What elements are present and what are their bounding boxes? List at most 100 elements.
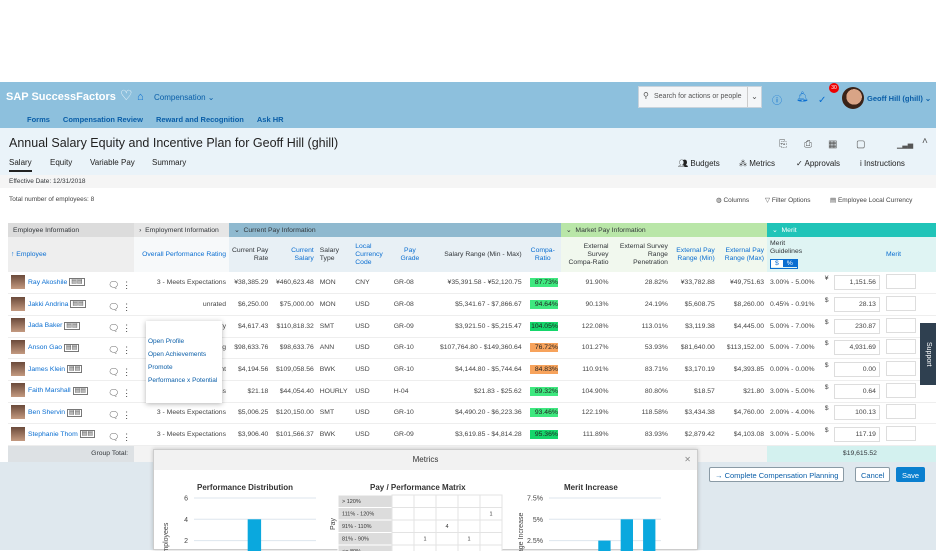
merit-amount-input[interactable]: 100.13	[833, 405, 880, 421]
approvals-check-icon[interactable]: ✓	[818, 95, 827, 106]
nav-ask-hr[interactable]: Ask HR	[256, 115, 284, 124]
instructions-button[interactable]: i Instructions	[860, 159, 905, 168]
employee-name-link[interactable]: Anson Gao	[28, 343, 63, 351]
rating-link[interactable]: 3 - Meets Expectations	[134, 423, 229, 446]
merit-extra-input[interactable]	[882, 380, 936, 403]
comment-icon[interactable]: 🗨︎	[108, 388, 120, 399]
group-employment-info[interactable]: › Employment Information	[134, 223, 229, 237]
id-card-icon[interactable]: ▤▤	[64, 322, 80, 331]
merit-amount-input[interactable]: 28.13	[833, 297, 880, 313]
id-card-icon[interactable]: ▤▤	[66, 408, 83, 417]
spreadsheet-icon[interactable]: ▦	[828, 139, 838, 150]
more-actions-icon[interactable]: ⋮	[122, 366, 132, 377]
merit-amount-input[interactable]: 0.64	[833, 383, 880, 399]
employee-name-link[interactable]: Ben Shervin	[28, 408, 66, 416]
tab-salary[interactable]: Salary	[9, 158, 32, 172]
employee-name-link[interactable]: James Klein	[28, 365, 66, 373]
merit-amount-input[interactable]: 4,931.69	[833, 340, 880, 356]
module-menu[interactable]: Compensation ⌄	[154, 93, 215, 102]
more-actions-icon[interactable]: ⋮	[122, 431, 132, 442]
user-menu[interactable]: Geoff Hill (ghill) ⌄	[867, 94, 932, 103]
comment-icon[interactable]: 🗨︎	[108, 279, 120, 290]
approvals-button[interactable]: ✓ Approvals	[796, 159, 841, 168]
employee-name-link[interactable]: Stephanie Thom	[28, 430, 78, 438]
home-icon[interactable]: ⌂	[137, 91, 144, 103]
more-actions-icon[interactable]: ⋮	[122, 388, 132, 399]
col-rating[interactable]: Overall Performance Rating	[134, 237, 229, 272]
help-icon[interactable]: ⓘ	[772, 96, 782, 107]
comment-icon[interactable]: 🗨︎	[108, 409, 120, 420]
rating-link[interactable]: unrated	[134, 293, 229, 316]
col-ext-max[interactable]: External Pay Range (Max)	[717, 237, 768, 272]
merit-amount-input[interactable]: 1,151.56	[833, 275, 880, 291]
merit-amount-input[interactable]: 0.00	[833, 362, 880, 378]
columns-button[interactable]: ◍ Columns	[716, 197, 750, 204]
col-currency[interactable]: Local Currency Code	[352, 237, 391, 272]
merit-amount-input[interactable]: 117.19	[833, 427, 880, 443]
menu-open-profile[interactable]: Open Profile	[148, 338, 185, 345]
employee-name-link[interactable]: Jada Baker	[28, 322, 63, 330]
comment-icon[interactable]: 🗨︎	[108, 344, 120, 355]
col-pay-grade[interactable]: Pay Grade	[390, 237, 430, 272]
col-ext-min[interactable]: External Pay Range (Min)	[670, 237, 718, 272]
comment-icon[interactable]: 🗨︎	[108, 301, 120, 312]
merit-extra-input[interactable]	[882, 402, 936, 425]
merit-amount-input[interactable]: 230.87	[833, 318, 880, 334]
comment-icon[interactable]: 🗨︎	[108, 431, 120, 442]
collapse-icon[interactable]: ˄	[922, 136, 928, 147]
nav-reward-recognition[interactable]: Reward and Recognition	[155, 115, 244, 124]
col-merit[interactable]: Merit	[882, 237, 936, 272]
id-card-icon[interactable]: ▤▤	[63, 343, 80, 352]
merit-extra-input[interactable]	[882, 423, 936, 446]
col-current-salary[interactable]: Current Salary	[271, 237, 317, 272]
support-tab[interactable]: Support	[920, 323, 936, 385]
id-card-icon[interactable]: ▤▤	[72, 387, 88, 396]
save-button[interactable]: Save	[896, 467, 926, 482]
local-currency-toggle[interactable]: ▤ Employee Local Currency	[830, 197, 913, 204]
tab-variable-pay[interactable]: Variable Pay	[90, 158, 135, 167]
toggle-percent[interactable]: %	[782, 260, 797, 267]
merit-extra-input[interactable]	[882, 272, 936, 295]
rating-link[interactable]: 3 - Meets Expectations	[134, 402, 229, 425]
employee-name-link[interactable]: Ray Akoshile	[28, 278, 68, 286]
id-card-icon[interactable]: ▤▤	[70, 300, 86, 309]
bell-icon[interactable]: 🔔︎	[796, 92, 809, 103]
chevron-down-icon[interactable]: ⌄	[747, 87, 761, 107]
info-box-icon[interactable]: ▢	[856, 139, 866, 150]
export-icon[interactable]: ⎘	[779, 139, 787, 150]
nav-compensation-review[interactable]: Compensation Review	[62, 115, 143, 124]
rating-link[interactable]: 3 - Meets Expectations	[134, 272, 229, 295]
sort-employee[interactable]: ↑ Employee	[8, 237, 135, 272]
employee-name-link[interactable]: Faith Marshall	[28, 387, 71, 395]
more-actions-icon[interactable]: ⋮	[122, 344, 132, 355]
nav-forms[interactable]: Forms	[27, 115, 50, 124]
toggle-dollar[interactable]: $	[771, 260, 783, 267]
id-card-icon[interactable]: ▤▤	[66, 365, 83, 374]
filter-options-button[interactable]: ▽ Filter Options	[765, 197, 811, 204]
avatar[interactable]	[842, 87, 864, 109]
search-input[interactable]: ⚲ Search for actions or people ⌄	[638, 86, 762, 108]
metrics-button[interactable]: ⁂ Metrics	[739, 159, 776, 168]
id-card-icon[interactable]: ▤▤	[79, 430, 95, 439]
more-actions-icon[interactable]: ⋮	[122, 323, 132, 334]
group-market-pay[interactable]: ⌄ Market Pay Information	[560, 223, 768, 237]
cancel-button[interactable]: Cancel	[855, 467, 891, 482]
complete-planning-button[interactable]: → Complete Compensation Planning	[709, 467, 845, 482]
merit-extra-input[interactable]	[882, 293, 936, 316]
id-card-icon[interactable]: ▤▤	[69, 278, 85, 287]
menu-open-achievements[interactable]: Open Achievements	[148, 351, 207, 358]
employee-name-link[interactable]: Jakki Andrina	[28, 300, 69, 308]
more-actions-icon[interactable]: ⋮	[122, 409, 132, 420]
print-icon[interactable]: ⎙	[804, 139, 812, 150]
tab-summary[interactable]: Summary	[152, 158, 187, 167]
more-actions-icon[interactable]: ⋮	[122, 301, 132, 312]
col-compa-ratio[interactable]: Compa-Ratio	[524, 237, 561, 272]
menu-performance-potential[interactable]: Performance x Potential	[148, 377, 218, 384]
tab-equity[interactable]: Equity	[50, 158, 73, 167]
group-current-pay[interactable]: ⌄ Current Pay Information	[228, 223, 561, 237]
comment-icon[interactable]: 🗨︎	[108, 366, 120, 377]
comment-icon[interactable]: 🗨︎	[108, 323, 120, 334]
menu-promote[interactable]: Promote	[148, 364, 173, 371]
close-icon[interactable]: ✕	[684, 455, 691, 464]
more-actions-icon[interactable]: ⋮	[122, 279, 132, 290]
